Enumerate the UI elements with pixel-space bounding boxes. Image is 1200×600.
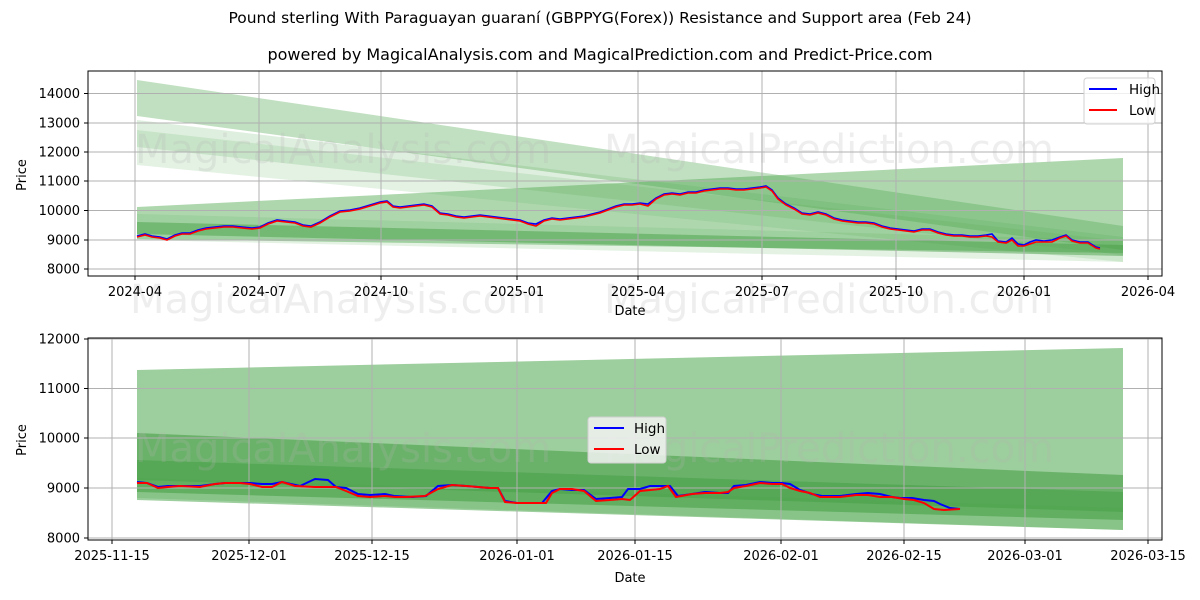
svg-text:13000: 13000 xyxy=(39,117,80,132)
svg-text:11000: 11000 xyxy=(39,382,80,397)
bottom-y-axis: 12000 11000 10000 9000 8000 Price xyxy=(15,333,88,547)
svg-text:2026-01: 2026-01 xyxy=(997,285,1051,300)
svg-text:2026-02-15: 2026-02-15 xyxy=(866,549,942,564)
chart-subtitle: powered by MagicalAnalysis.com and Magic… xyxy=(267,45,933,64)
bottom-axes-frame xyxy=(87,337,1163,541)
svg-text:8000: 8000 xyxy=(47,532,80,547)
svg-text:2026-03-15: 2026-03-15 xyxy=(1110,549,1186,564)
top-bands xyxy=(137,80,1123,262)
bottom-panel: MagicalAnalysis.com MagicalPrediction.co… xyxy=(15,333,1186,587)
top-low-line xyxy=(136,186,1101,250)
svg-text:2025-10: 2025-10 xyxy=(869,285,923,300)
top-grid xyxy=(88,71,1162,276)
top-y-axis: 14000 13000 12000 11000 10000 9000 8000 … xyxy=(15,87,88,278)
svg-text:9000: 9000 xyxy=(47,482,80,497)
bottom-x-axis: 2025-11-15 2025-12-01 2025-12-15 2026-01… xyxy=(74,540,1186,586)
svg-text:10000: 10000 xyxy=(39,432,80,447)
svg-text:2025-12-01: 2025-12-01 xyxy=(211,549,287,564)
top-axes-frame xyxy=(87,70,1163,277)
svg-text:10000: 10000 xyxy=(39,204,80,219)
svg-text:2025-04: 2025-04 xyxy=(611,285,665,300)
bottom-legend: High Low xyxy=(587,416,667,464)
bottom-x-label: Date xyxy=(614,571,645,586)
top-plot-area xyxy=(88,71,1162,276)
watermark-prediction-3: MagicalPrediction.com xyxy=(604,426,1054,472)
bottom-low-line xyxy=(137,480,961,512)
top-y-label: Price xyxy=(15,159,30,191)
svg-text:2026-03-01: 2026-03-01 xyxy=(987,549,1063,564)
svg-text:2025-01: 2025-01 xyxy=(490,285,544,300)
watermark-prediction: MagicalPrediction.com xyxy=(604,127,1054,173)
svg-text:2024-04: 2024-04 xyxy=(108,285,162,300)
bottom-y-label: Price xyxy=(15,424,30,456)
watermark-prediction-2: MagicalPrediction.com xyxy=(604,277,1054,323)
legend-low-label: Low xyxy=(1129,103,1156,119)
svg-text:12000: 12000 xyxy=(39,146,80,161)
svg-text:2024-10: 2024-10 xyxy=(354,285,408,300)
watermark-analysis: MagicalAnalysis.com xyxy=(135,127,551,173)
svg-text:2026-01-15: 2026-01-15 xyxy=(597,549,673,564)
top-x-axis: 2024-04 2024-07 2024-10 2025-01 2025-04 … xyxy=(108,276,1175,319)
legend-high-label-2: High xyxy=(634,421,665,437)
svg-text:9000: 9000 xyxy=(47,234,80,249)
svg-text:12000: 12000 xyxy=(39,333,80,348)
svg-text:2025-11-15: 2025-11-15 xyxy=(74,549,150,564)
watermark-analysis-3: MagicalAnalysis.com xyxy=(135,426,551,472)
watermark-analysis-2: MagicalAnalysis.com xyxy=(130,277,546,323)
svg-text:2024-07: 2024-07 xyxy=(232,285,286,300)
top-x-label: Date xyxy=(614,304,645,319)
svg-text:2026-04: 2026-04 xyxy=(1121,285,1175,300)
svg-text:8000: 8000 xyxy=(47,263,80,278)
top-high-line xyxy=(136,185,1101,249)
legend-high-label: High xyxy=(1129,82,1160,98)
svg-text:2025-07: 2025-07 xyxy=(735,285,789,300)
svg-text:2026-02-01: 2026-02-01 xyxy=(743,549,819,564)
top-legend: High Low xyxy=(1083,77,1160,125)
legend-low-label-2: Low xyxy=(634,442,661,458)
svg-text:14000: 14000 xyxy=(39,87,80,102)
top-panel: MagicalAnalysis.com MagicalPrediction.co… xyxy=(15,70,1175,323)
svg-text:2026-01-01: 2026-01-01 xyxy=(479,549,555,564)
chart-title: Pound sterling With Paraguayan guaraní (… xyxy=(228,9,972,27)
svg-text:2025-12-15: 2025-12-15 xyxy=(334,549,410,564)
svg-text:11000: 11000 xyxy=(39,175,80,190)
